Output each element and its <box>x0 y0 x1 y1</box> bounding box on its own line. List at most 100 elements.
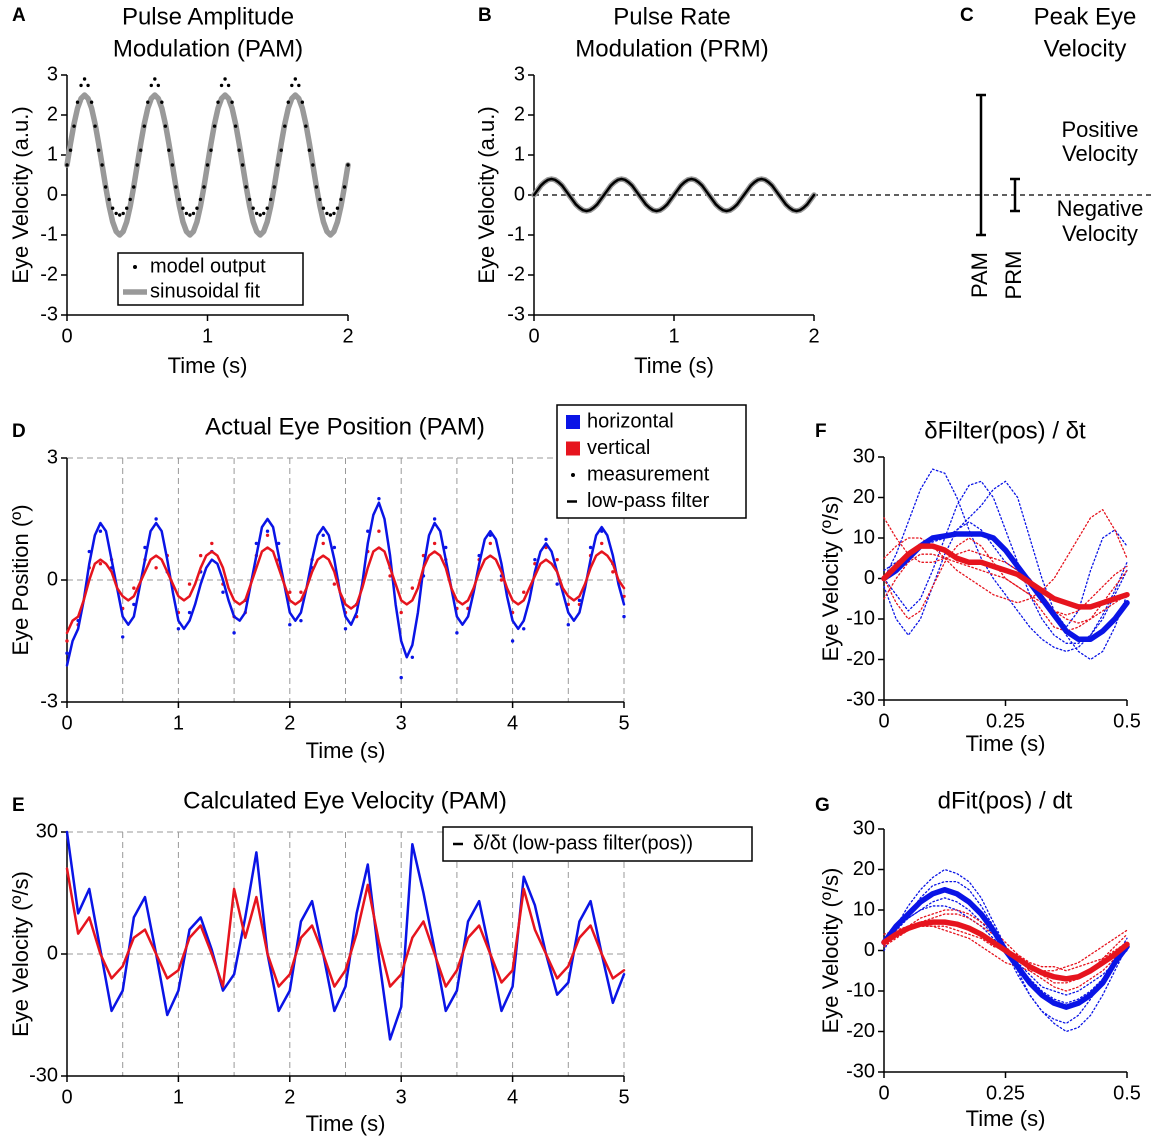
data-point <box>300 100 305 104</box>
data-point <box>110 206 115 210</box>
data-point <box>195 206 199 210</box>
x-axis-label: Time (s) <box>306 1111 386 1136</box>
data-point <box>265 533 270 537</box>
data-point <box>325 211 329 216</box>
data-point <box>191 211 196 216</box>
data-point <box>444 545 448 550</box>
data-point <box>75 100 80 104</box>
x-tick-label: 4 <box>507 712 518 734</box>
data-point <box>128 197 132 202</box>
x-tick-label: 0 <box>878 710 889 732</box>
y-tick-label: 3 <box>47 63 58 85</box>
data-point <box>283 124 287 128</box>
data-point <box>307 148 312 152</box>
data-point <box>297 83 301 88</box>
y-tick-label: 30 <box>853 817 875 839</box>
data-point <box>132 185 136 189</box>
data-point <box>187 582 192 586</box>
y-tick-label: 0 <box>47 942 58 964</box>
x-tick-label: 0.25 <box>986 1082 1025 1104</box>
panel-letter: G <box>815 795 830 816</box>
y-tick-label: -1 <box>507 223 525 245</box>
y-tick-label: -3 <box>40 303 58 325</box>
data-line <box>65 501 626 667</box>
x-tick-label: 0 <box>61 325 72 347</box>
data-point <box>499 578 504 582</box>
data-point <box>432 541 437 546</box>
data-point <box>65 651 69 655</box>
data-point <box>346 163 350 167</box>
panel-title: Pulse Amplitude <box>122 3 294 30</box>
data-point <box>198 197 203 202</box>
y-tick-label: -2 <box>40 263 58 285</box>
data-point <box>265 529 270 533</box>
data-point <box>510 639 515 643</box>
panel-letter: D <box>12 421 26 442</box>
x-tick-label: 0 <box>61 1086 72 1108</box>
panel-title: Calculated Eye Velocity (PAM) <box>183 787 507 814</box>
x-tick-label: 1 <box>173 712 184 734</box>
y-tick-label: -30 <box>846 1060 875 1082</box>
annotation: Negative <box>1057 196 1144 221</box>
data-point <box>226 83 231 88</box>
data-point <box>96 148 101 152</box>
data-point <box>577 598 582 603</box>
data-point <box>290 83 294 88</box>
data-point <box>399 610 403 615</box>
legend-label: measurement <box>587 463 710 485</box>
y-axis-label: Eye Velocity (a.u.) <box>474 106 499 283</box>
x-tick-label: 0 <box>528 325 539 347</box>
y-tick-label: 10 <box>853 898 875 920</box>
x-tick-label: 1 <box>668 325 679 347</box>
data-point <box>339 197 343 202</box>
data-point <box>244 185 248 189</box>
data-point <box>98 529 103 533</box>
data-point <box>288 623 292 627</box>
data-point <box>262 211 266 216</box>
data-point <box>321 541 325 546</box>
data-point <box>314 185 319 189</box>
data-point <box>622 614 626 619</box>
panel-title: Peak Eye <box>1034 3 1137 30</box>
data-point <box>272 185 276 189</box>
data-point <box>132 586 136 590</box>
data-point <box>258 213 262 217</box>
data-point <box>600 541 604 546</box>
data-point <box>377 496 381 501</box>
data-point <box>269 197 273 202</box>
data-point <box>153 77 157 81</box>
y-tick-label: -1 <box>40 223 58 245</box>
y-tick-label: 0 <box>514 183 525 205</box>
y-tick-label: -3 <box>507 303 525 325</box>
data-point <box>318 197 322 202</box>
y-tick-label: 0 <box>864 567 875 589</box>
data-line <box>65 830 626 1041</box>
panel-title: Actual Eye Position (PAM) <box>205 413 485 440</box>
y-axis-label: Eye Position (º) <box>8 504 33 655</box>
panel-title: Pulse Rate <box>613 3 730 30</box>
data-line <box>881 919 1130 982</box>
data-point <box>149 83 153 88</box>
data-point <box>332 211 336 216</box>
data-point <box>288 590 292 594</box>
data-point <box>86 83 90 88</box>
data-point <box>68 148 73 152</box>
data-point <box>321 206 326 210</box>
data-point <box>299 590 303 594</box>
legend-marker <box>566 441 580 456</box>
panel-letter: F <box>815 421 827 442</box>
y-tick-label: 1 <box>47 143 58 165</box>
data-point <box>555 557 559 562</box>
data-point <box>65 639 69 643</box>
data-point <box>342 185 347 189</box>
data-point <box>522 590 526 594</box>
y-tick-label: -2 <box>507 263 525 285</box>
y-tick-label: 3 <box>514 63 525 85</box>
data-point <box>533 557 537 562</box>
data-point <box>251 206 255 210</box>
data-point <box>176 627 181 631</box>
data-point <box>455 631 459 635</box>
x-tick-label: 1 <box>173 1086 184 1108</box>
data-point <box>210 541 214 546</box>
annotation: Positive <box>1061 117 1138 142</box>
